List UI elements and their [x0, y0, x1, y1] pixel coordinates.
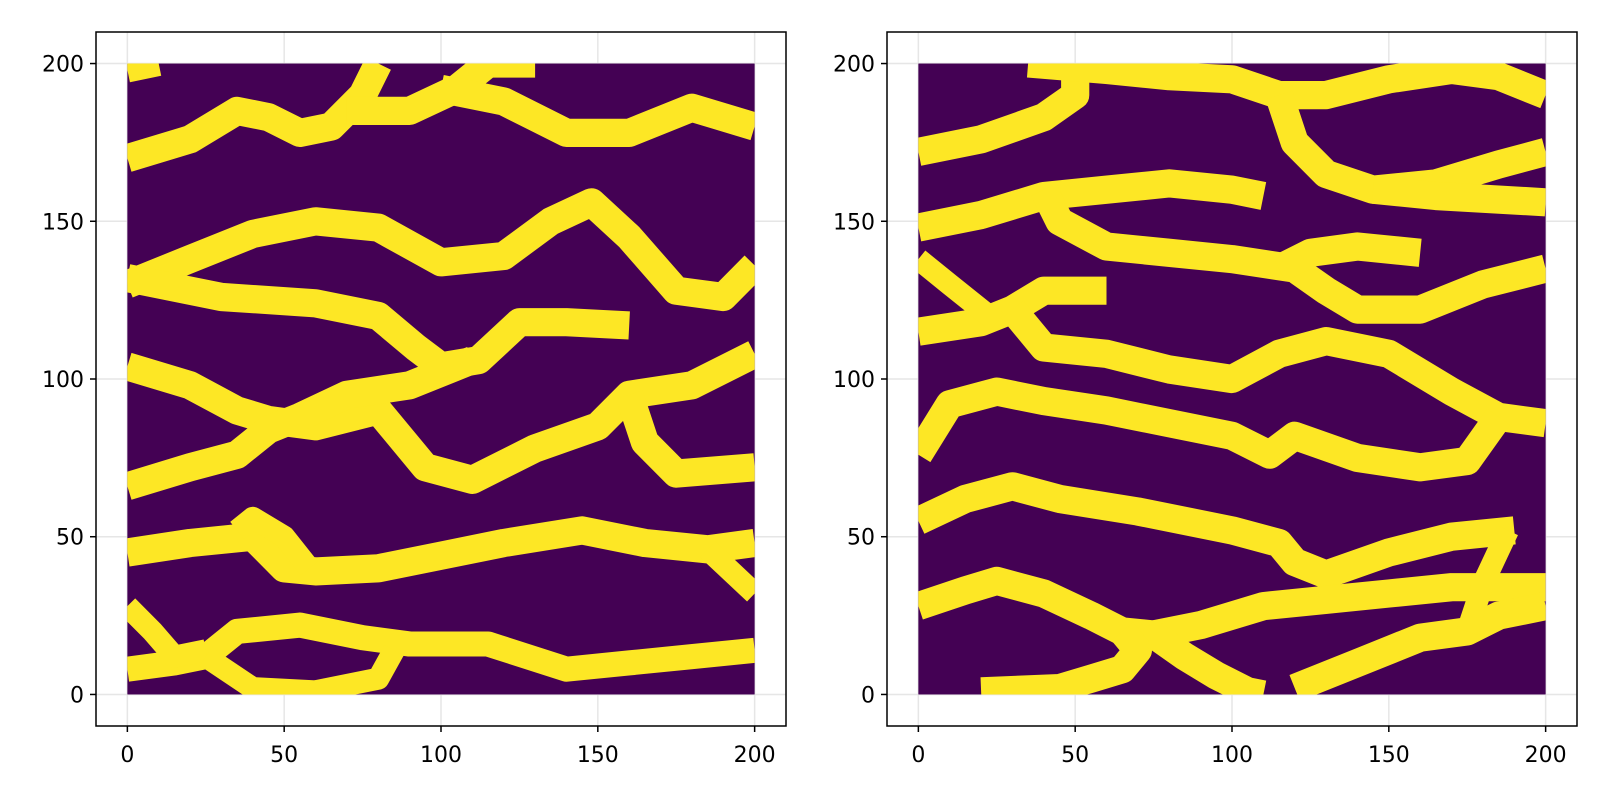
right-heatmap-panel: 0 50 100 150 200 0 50 100 150 200 — [833, 31, 1578, 768]
x-tick-label: 150 — [577, 743, 619, 768]
channel-16 — [1456, 525, 1518, 635]
channel-7 — [127, 347, 478, 500]
channel-0 — [918, 63, 1090, 166]
y-tick-label: 50 — [847, 526, 875, 551]
channel-9 — [127, 516, 755, 586]
channel-8 — [615, 390, 755, 488]
channel-3 — [438, 74, 755, 147]
channel-15 — [1289, 592, 1546, 695]
x-tick-label: 200 — [734, 743, 776, 768]
x-tick-label: 150 — [1368, 743, 1410, 768]
y-tick-label: 0 — [70, 683, 84, 708]
y-tick-label: 50 — [56, 526, 84, 551]
channel-0 — [127, 63, 162, 83]
x-tick-label: 100 — [420, 743, 462, 768]
x-tick-label: 100 — [1211, 743, 1253, 768]
x-tick-label: 200 — [1525, 743, 1567, 768]
channel-6 — [1272, 232, 1422, 282]
channel-1 — [1026, 63, 1546, 110]
channel-13 — [127, 598, 208, 668]
channel-4 — [918, 169, 1267, 242]
channel-layer — [918, 63, 1546, 695]
channel-13 — [980, 622, 1153, 695]
x-tick-label: 0 — [911, 743, 925, 768]
channel-9 — [1001, 300, 1546, 438]
channel-layer — [127, 63, 755, 695]
channel-10 — [918, 377, 1511, 482]
channel-11 — [700, 541, 755, 602]
channel-8 — [918, 250, 1004, 331]
channel-5 — [127, 264, 630, 381]
y-tick-label: 200 — [42, 53, 84, 78]
channel-14 — [1145, 622, 1267, 695]
y-tick-label: 150 — [833, 210, 875, 235]
channel-14 — [199, 644, 404, 695]
channel-4 — [127, 188, 755, 312]
channel-11 — [918, 472, 1516, 589]
y-tick-label: 100 — [42, 368, 84, 393]
x-tick-label: 50 — [270, 743, 298, 768]
y-tick-label: 0 — [861, 683, 875, 708]
channel-3 — [1371, 175, 1546, 217]
y-tick-label: 150 — [42, 210, 84, 235]
y-tick-label: 200 — [833, 53, 875, 78]
channel-10 — [230, 506, 318, 576]
x-tick-label: 0 — [120, 743, 134, 768]
x-tick-label: 50 — [1061, 743, 1089, 768]
left-heatmap-panel: 0 50 100 150 200 0 50 100 150 200 — [42, 31, 787, 768]
y-tick-label: 100 — [833, 368, 875, 393]
